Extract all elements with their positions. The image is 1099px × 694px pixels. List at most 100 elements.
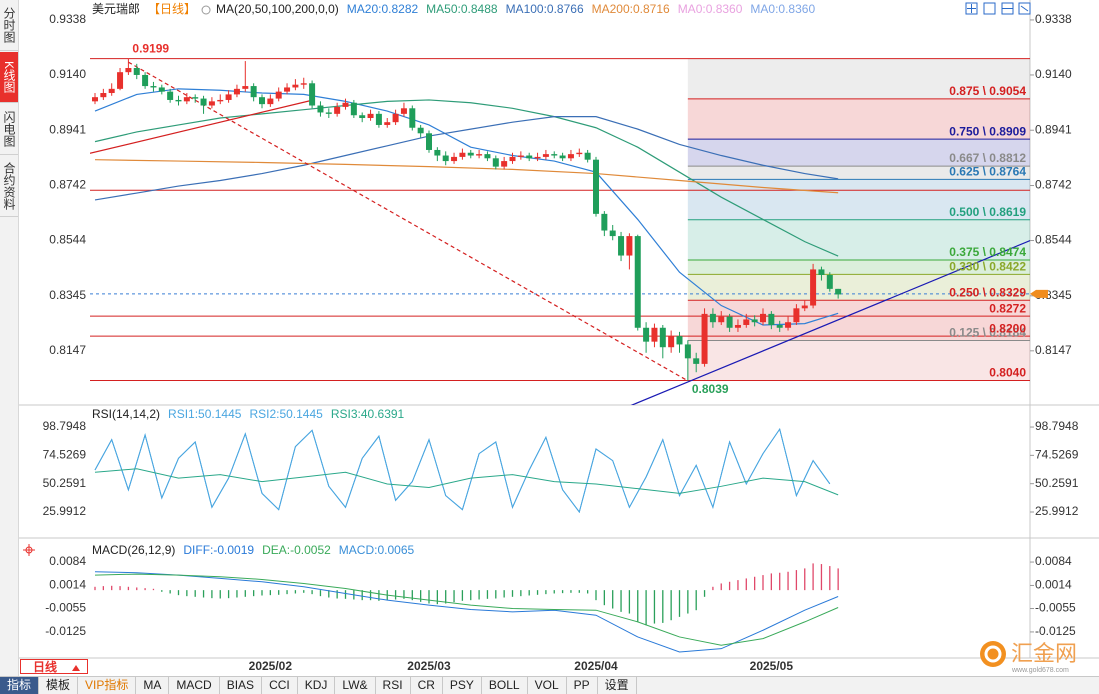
- x-tick-label: 2025/02: [249, 659, 293, 673]
- series-line: [94, 573, 839, 646]
- candle-body: [451, 156, 458, 162]
- candle-body: [417, 127, 424, 134]
- fib-label: 0.875 \ 0.9054: [949, 84, 1026, 98]
- legend-label: MA50:0.8488: [426, 2, 498, 16]
- series-line: [94, 99, 839, 257]
- candle-body: [259, 97, 265, 105]
- candle-body: [576, 152, 583, 155]
- toolbar-item[interactable]: BOLL: [482, 677, 528, 694]
- y-tick-label: 50.2591: [1035, 476, 1079, 490]
- toolbar-item[interactable]: BIAS: [220, 677, 263, 694]
- y-tick-label: 98.7948: [43, 419, 87, 433]
- candle-body: [751, 319, 758, 323]
- y-tick-label: 0.8544: [1035, 233, 1072, 247]
- candle-body: [442, 155, 449, 162]
- candle-body: [643, 327, 650, 342]
- toolbar-item[interactable]: VOL: [528, 677, 567, 694]
- toolbar-item[interactable]: CCI: [262, 677, 298, 694]
- legend-label: MA(20,50,100,200,0,0): [216, 2, 339, 16]
- candle-body: [233, 88, 240, 95]
- fib-band: [687, 274, 1030, 301]
- candle-body: [776, 324, 783, 328]
- toolbar-item[interactable]: LW&: [335, 677, 376, 694]
- candle-body: [492, 158, 499, 167]
- legend-label: MA0:0.8360: [678, 2, 743, 16]
- y-tick-label: 98.7948: [1035, 419, 1079, 433]
- y-tick-label: 0.0014: [1035, 578, 1072, 592]
- series-line: [94, 116, 839, 201]
- candle-body: [292, 84, 299, 88]
- period-button[interactable]: 日线: [20, 659, 88, 674]
- trend-line: [128, 61, 689, 382]
- candle-body: [367, 113, 374, 119]
- candle-body: [192, 97, 199, 99]
- candle-body: [626, 236, 633, 256]
- side-tab[interactable]: K线图: [0, 52, 18, 103]
- fib-band: [687, 259, 1030, 275]
- toolbar-item[interactable]: 设置: [598, 677, 637, 694]
- y-tick-label: 0.9338: [49, 12, 86, 26]
- candle-body: [325, 112, 332, 114]
- candle-body: [793, 308, 800, 323]
- toolbar-item[interactable]: VIP指标: [78, 677, 137, 694]
- toolbar-item[interactable]: MACD: [169, 677, 220, 694]
- series-line: [94, 468, 839, 496]
- fib-band: [687, 166, 1030, 180]
- candle-body: [426, 133, 432, 150]
- candle-body: [726, 316, 733, 328]
- candle-body: [392, 113, 399, 123]
- y-tick-label: 0.8147: [49, 343, 86, 357]
- y-tick-label: 0.8742: [49, 178, 86, 192]
- toolbar-item[interactable]: PP: [567, 677, 598, 694]
- y-tick-label: 0.8941: [1035, 122, 1072, 136]
- candle-body: [142, 74, 149, 87]
- candle-body: [618, 236, 625, 256]
- legend-label: MACD(26,12,9): [92, 543, 175, 557]
- candle-body: [250, 86, 257, 98]
- candle-body: [459, 152, 466, 157]
- toolbar-item[interactable]: MA: [136, 677, 170, 694]
- toolbar-item[interactable]: PSY: [443, 677, 482, 694]
- candle-body: [267, 98, 274, 105]
- y-tick-label: 0.9140: [49, 67, 86, 81]
- side-tab[interactable]: 合约资料: [0, 156, 18, 217]
- icon-layout[interactable]: [983, 2, 996, 15]
- candle-body: [676, 336, 683, 345]
- candle-body: [542, 154, 549, 157]
- candle-body: [659, 327, 666, 348]
- price-annotation: 0.8039: [692, 382, 729, 396]
- plot-area: [94, 563, 839, 653]
- side-tab[interactable]: 分时图: [0, 0, 18, 51]
- y-tick-label: 74.5269: [43, 448, 87, 462]
- series-line: [94, 88, 839, 326]
- toolbar-item[interactable]: CR: [411, 677, 443, 694]
- legend-label: 美元瑞郎: [92, 2, 140, 16]
- fib-label: 0.125 \ 0.8184: [949, 326, 1026, 340]
- chart: 汇金网 www.gold678.com 0.9338 0.9338 0.9140 0.…: [18, 0, 1099, 674]
- fib-band: [687, 58, 1030, 99]
- side-tab[interactable]: 闪电图: [0, 104, 18, 155]
- watermark: 汇金网: [1011, 641, 1077, 666]
- candle-body: [818, 269, 825, 275]
- legend-label: MA100:0.8766: [506, 2, 584, 16]
- toolbar-item[interactable]: 指标: [0, 677, 40, 694]
- toolbar-item[interactable]: KDJ: [298, 677, 336, 694]
- watermark-url: www.gold678.com: [1011, 667, 1069, 674]
- icon-settings[interactable]: [1018, 2, 1031, 15]
- y-tick-label: 25.9912: [43, 504, 87, 518]
- candle-body: [225, 94, 232, 100]
- candle-body: [284, 87, 291, 92]
- candle-body: [501, 161, 508, 167]
- toolbar-item[interactable]: RSI: [376, 677, 411, 694]
- icon-expand[interactable]: [965, 2, 978, 15]
- candle-body: [609, 230, 616, 237]
- legend-label: RSI(14,14,2): [92, 407, 160, 421]
- toolbar-item[interactable]: 模板: [39, 677, 79, 694]
- candle-body: [801, 305, 808, 309]
- candle-body: [317, 105, 324, 113]
- price-annotation: 0.9199: [132, 42, 169, 56]
- legend-label: DEA:-0.0052: [262, 543, 331, 557]
- icon-part: [1020, 5, 1029, 12]
- fib-label: 0.667 \ 0.8812: [949, 151, 1026, 165]
- fib-label: 0.330 \ 0.8422: [949, 260, 1026, 274]
